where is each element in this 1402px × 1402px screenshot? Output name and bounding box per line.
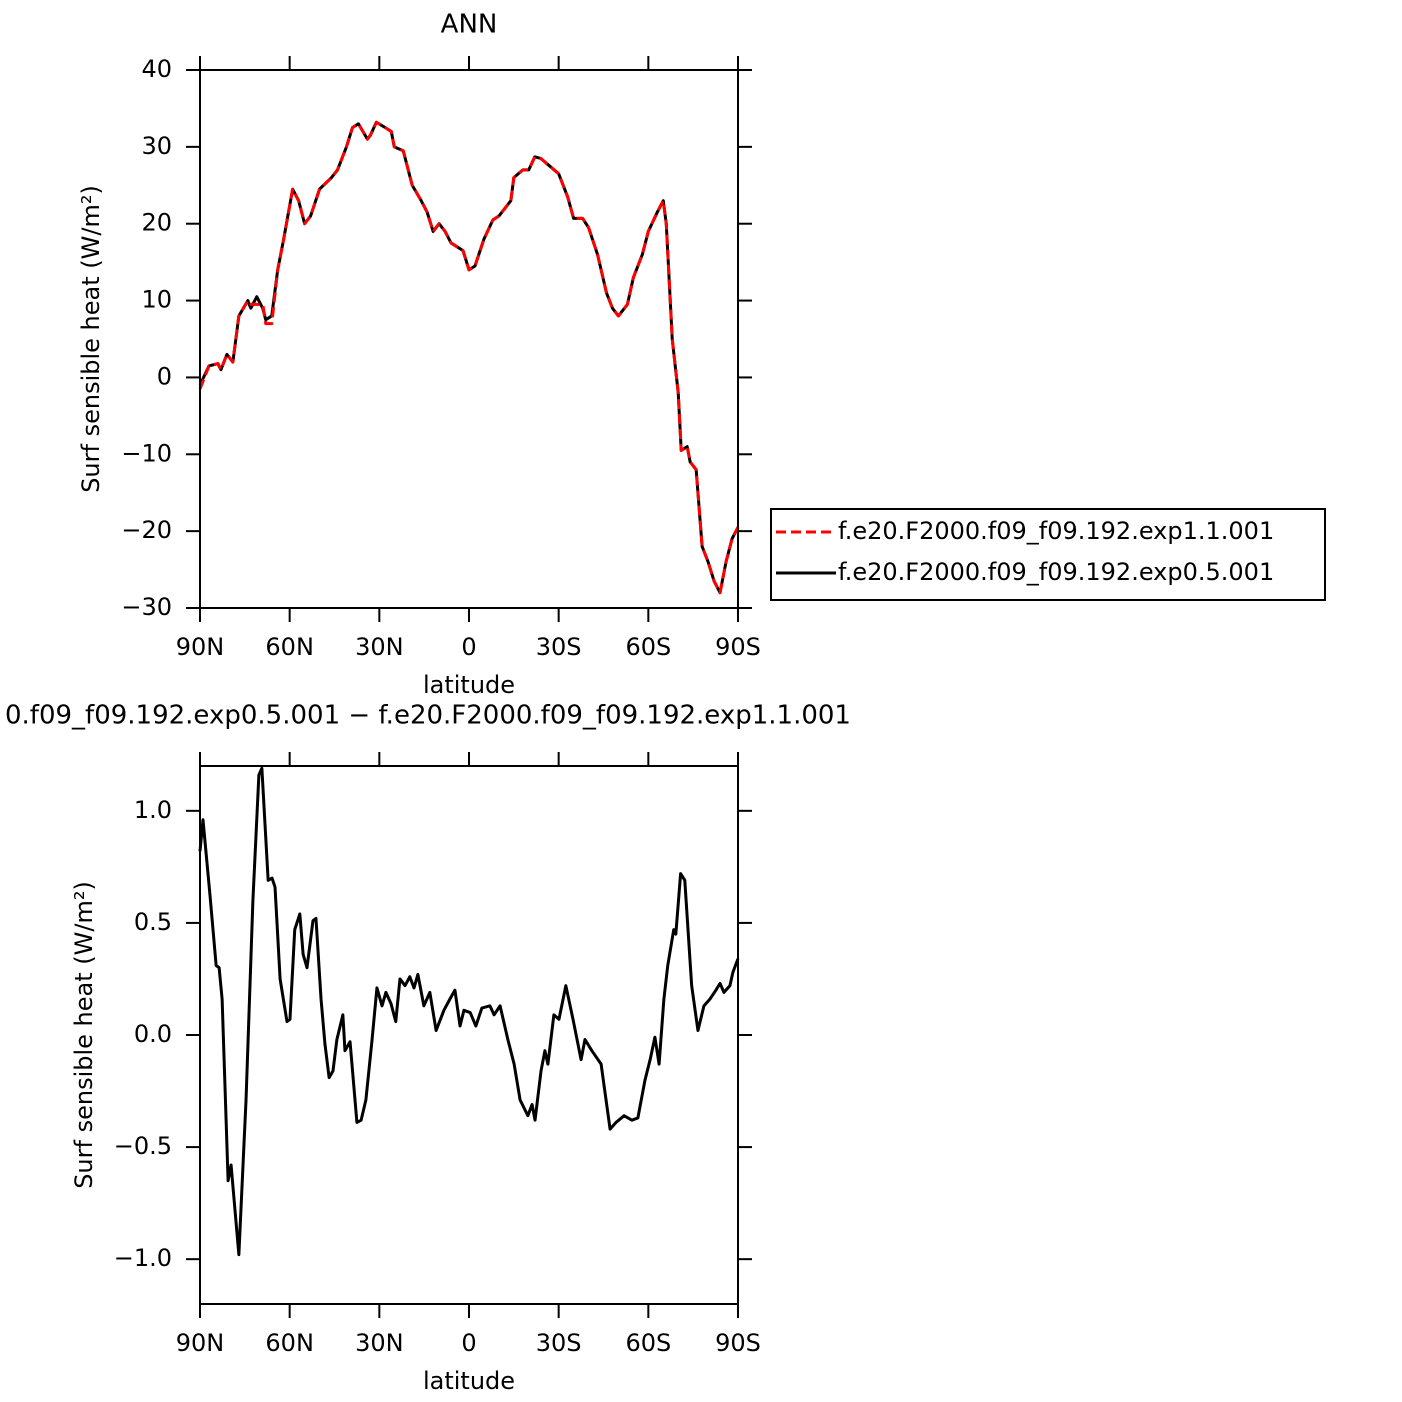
x-tick-label: 60N	[265, 633, 314, 661]
x-tick-label: 60S	[625, 1329, 671, 1357]
y-tick-label: 0.5	[134, 908, 172, 936]
y-tick-label: 20	[141, 209, 172, 237]
x-tick-label: 30N	[355, 1329, 404, 1357]
x-tick-label: 30S	[536, 633, 582, 661]
x-tick-label: 90S	[715, 1329, 761, 1357]
y-tick-label: −30	[121, 593, 172, 621]
y-tick-label: −1.0	[114, 1244, 172, 1272]
data-line	[198, 120, 740, 595]
legend-box	[770, 508, 1326, 601]
x-tick-label: 60N	[265, 1329, 314, 1357]
x-tick-label: 90N	[176, 633, 225, 661]
y-tick-label: 40	[141, 55, 172, 83]
x-tick-label: 0	[461, 1329, 476, 1357]
chart-title: ANN	[441, 10, 498, 40]
x-axis-label: latitude	[423, 671, 515, 699]
y-axis-label: Surf sensible heat (W/m²)	[77, 185, 105, 493]
legend-label: f.e20.F2000.f09_f09.192.exp1.1.001	[838, 517, 1274, 545]
x-tick-label: 60S	[625, 633, 671, 661]
y-axis-label: Surf sensible heat (W/m²)	[70, 881, 98, 1189]
x-tick-label: 90N	[176, 1329, 225, 1357]
x-tick-label: 0	[461, 633, 476, 661]
plot-frame	[199, 69, 739, 609]
legend-label: f.e20.F2000.f09_f09.192.exp0.5.001	[838, 558, 1274, 586]
x-tick-label: 30S	[536, 1329, 582, 1357]
y-tick-label: 10	[141, 286, 172, 314]
y-tick-label: 0.0	[134, 1020, 172, 1048]
x-axis-label: latitude	[423, 1367, 515, 1395]
y-tick-label: 0	[157, 362, 172, 390]
plot-frame	[199, 765, 739, 1305]
y-tick-label: 1.0	[134, 796, 172, 824]
y-tick-label: 30	[141, 132, 172, 160]
data-line	[198, 120, 740, 595]
chart-title: 0.f09_f09.192.exp0.5.001 − f.e20.F2000.f…	[5, 701, 851, 731]
data-line	[198, 766, 740, 1257]
y-tick-label: −20	[121, 516, 172, 544]
x-tick-label: 30N	[355, 633, 404, 661]
x-tick-label: 90S	[715, 633, 761, 661]
y-tick-label: −10	[121, 439, 172, 467]
y-tick-label: −0.5	[114, 1132, 172, 1160]
